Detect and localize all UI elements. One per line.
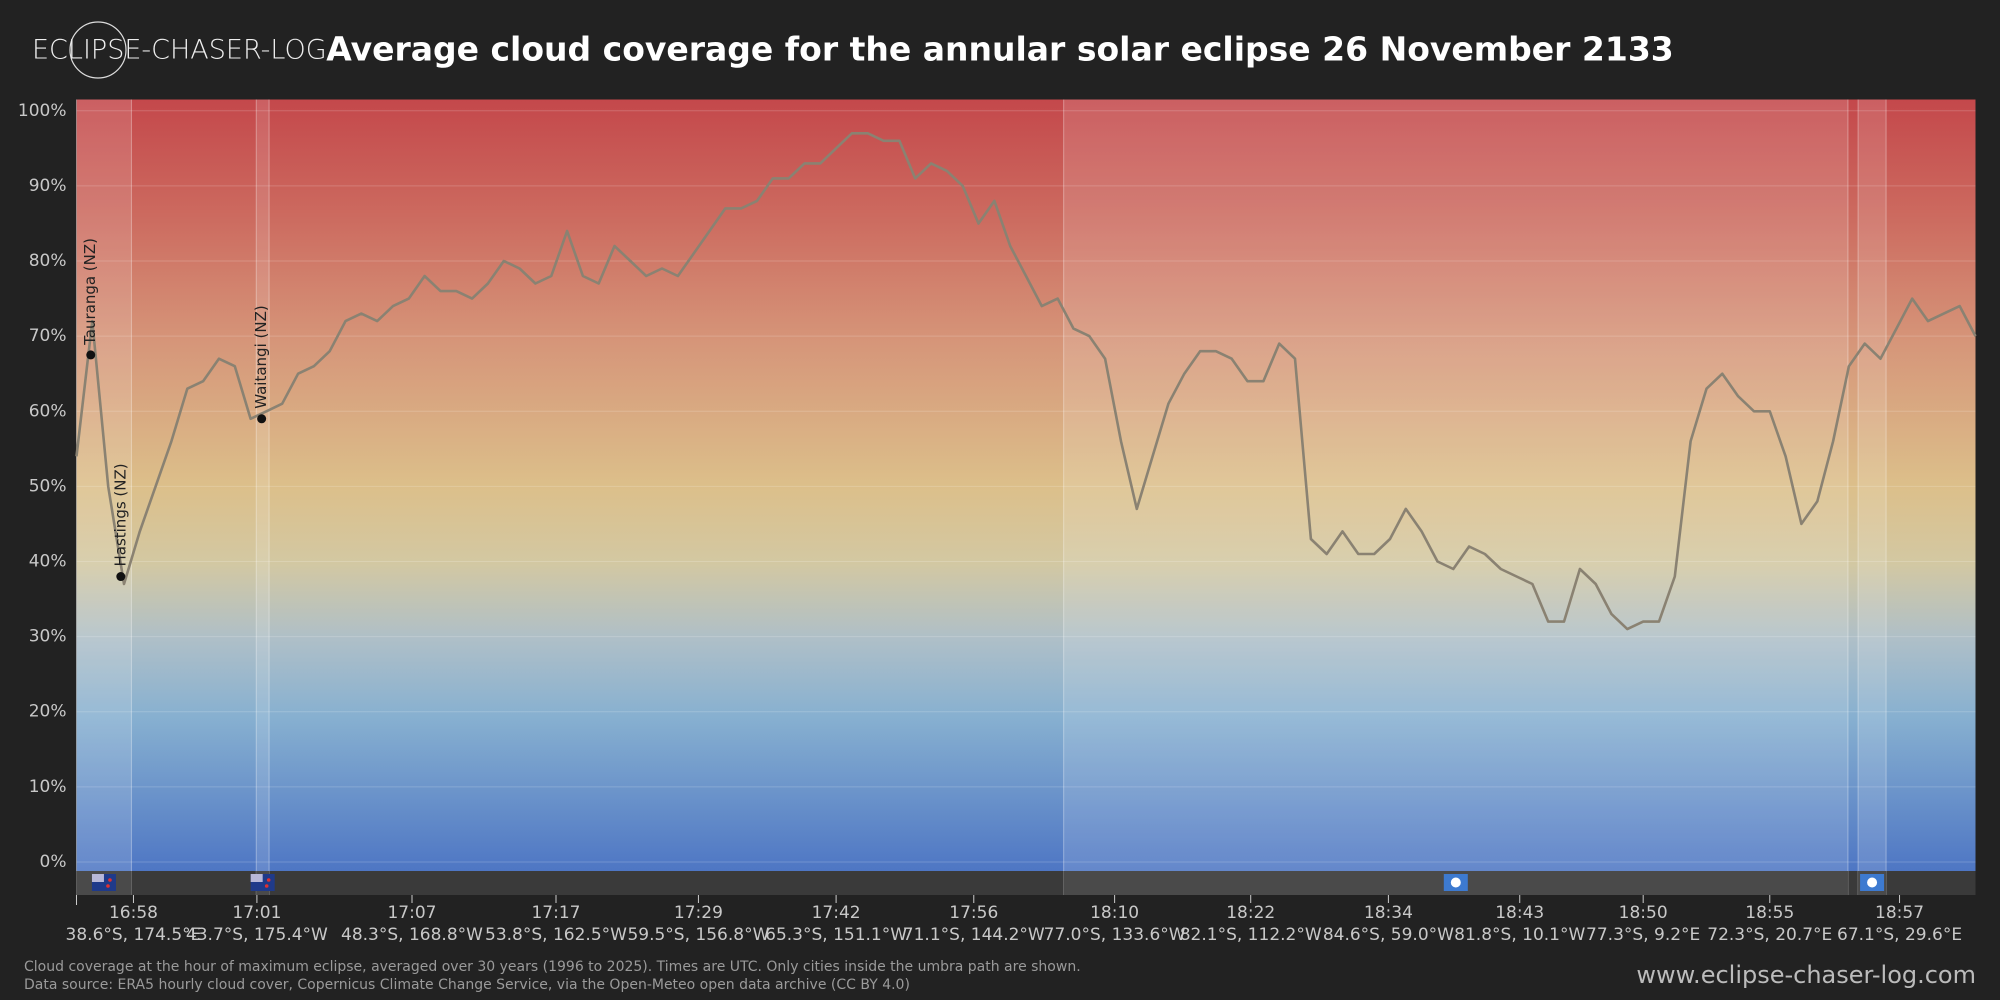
flag-part	[250, 874, 263, 882]
x-tick-coord: 65.3°S, 151.1°W	[765, 925, 907, 945]
x-tick-label: 17:42	[812, 903, 861, 923]
y-tick-label: 100%	[18, 101, 67, 121]
logo: ECLIPSE-CHASER-LOG	[32, 35, 327, 66]
cloud-line	[75, 132, 1977, 631]
x-tick-coord: 38.6°S, 174.5°E	[66, 925, 202, 945]
plot-background	[76, 99, 1976, 872]
city-marker	[116, 572, 126, 582]
city-marker	[257, 414, 267, 424]
x-tick-coord: 48.3°S, 168.8°W	[341, 925, 483, 945]
land-region	[1858, 99, 1887, 871]
y-tick-label: 70%	[29, 326, 67, 346]
flag-part	[266, 878, 271, 882]
city-label: Hastings (NZ)	[111, 463, 129, 566]
x-tick-label: 17:56	[949, 903, 998, 923]
y-tick-label: 20%	[29, 702, 67, 722]
city-marker	[86, 350, 96, 360]
flag-part	[1450, 877, 1461, 888]
x-tick-label: 18:50	[1619, 903, 1668, 923]
flag-part	[91, 874, 104, 882]
y-tick-label: 40%	[29, 551, 67, 571]
flag-part	[1867, 877, 1878, 888]
x-tick-coord: 82.1°S, 112.2°W	[1180, 925, 1322, 945]
x-tick-label: 17:17	[531, 903, 580, 923]
x-tick-label: 17:07	[387, 903, 436, 923]
flag-part	[108, 878, 112, 882]
chart-title: Average cloud coverage for the annular s…	[326, 30, 1674, 69]
x-tick-coord: 77.3°S, 9.2°E	[1586, 925, 1700, 945]
x-tick-label: 17:01	[232, 903, 281, 923]
x-tick-coord: 59.5°S, 156.8°W	[627, 925, 769, 945]
land-region	[256, 99, 270, 871]
x-tick-coord: 67.1°S, 29.6°E	[1837, 925, 1962, 945]
x-tick-coord: 72.3°S, 20.7°E	[1707, 925, 1832, 945]
y-tick-label: 50%	[29, 476, 67, 496]
land-region	[1063, 99, 1848, 871]
y-tick-label: 90%	[29, 176, 67, 196]
x-tick-label: 18:55	[1745, 903, 1794, 923]
y-tick-label: 80%	[29, 251, 67, 271]
x-tick-label: 18:57	[1875, 903, 1924, 923]
x-tick-label: 17:29	[674, 903, 723, 923]
city-label: Waitangi (NZ)	[252, 305, 270, 408]
x-tick-coord: 77.0°S, 133.6°W	[1044, 925, 1186, 945]
y-tick-label: 60%	[29, 401, 67, 421]
x-tick-coord: 84.6°S, 59.0°W	[1323, 925, 1454, 945]
x-tick-coord: 43.7°S, 175.4°W	[186, 925, 328, 945]
flag-part	[264, 884, 269, 888]
x-tick-coord: 81.8°S, 10.1°W	[1454, 925, 1585, 945]
x-tick-label: 18:34	[1364, 903, 1413, 923]
footnote: Cloud coverage at the hour of maximum ec…	[24, 959, 1081, 975]
y-tick-label: 30%	[29, 627, 67, 647]
x-tick-coord: 71.1°S, 144.2°W	[903, 925, 1045, 945]
x-tick-label: 16:58	[109, 903, 158, 923]
website: www.eclipse-chaser-log.com	[1636, 961, 1976, 989]
x-tick-label: 18:10	[1090, 903, 1139, 923]
x-tick-label: 18:22	[1226, 903, 1275, 923]
footnote: Data source: ERA5 hourly cloud cover, Co…	[24, 977, 910, 993]
x-tick-label: 18:43	[1495, 903, 1544, 923]
city-label: Tauranga (NZ)	[81, 238, 99, 346]
y-tick-label: 0%	[40, 852, 67, 872]
logo-ring	[69, 21, 127, 79]
y-tick-label: 10%	[29, 777, 67, 797]
x-tick-coord: 53.8°S, 162.5°W	[485, 925, 627, 945]
land-region	[76, 99, 132, 871]
flag-part	[106, 884, 110, 888]
